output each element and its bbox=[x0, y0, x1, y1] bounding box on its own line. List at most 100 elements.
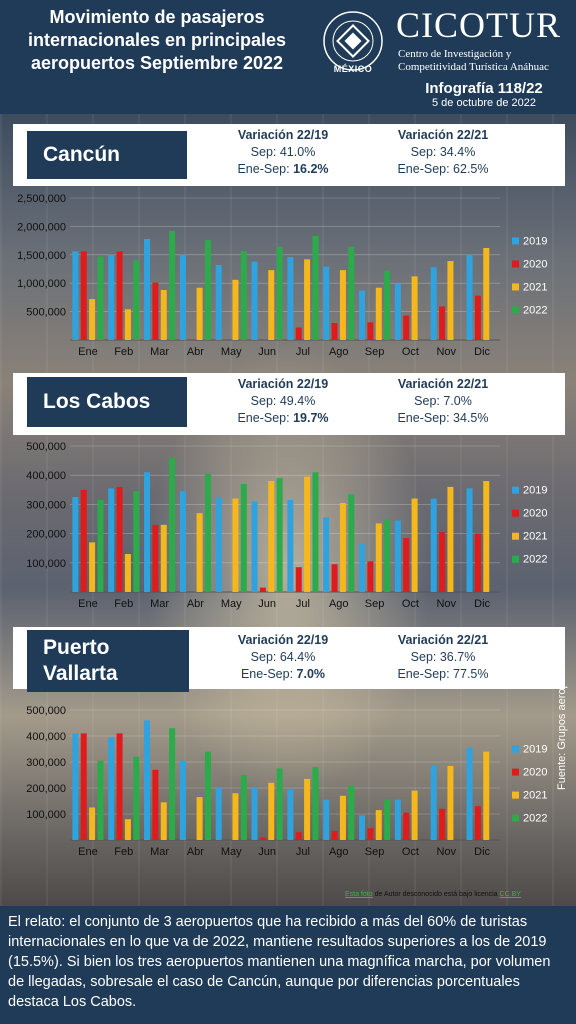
x-tick-label: Dic bbox=[474, 346, 490, 358]
legend-swatch-2019 bbox=[512, 237, 519, 245]
bar-2021-mar bbox=[160, 290, 167, 340]
bar-2019-sep bbox=[359, 543, 366, 592]
bar-2021-jul bbox=[304, 476, 311, 592]
x-tick-label: Dic bbox=[474, 598, 490, 610]
bar-2019-sep bbox=[359, 815, 366, 840]
bar-2020-nov bbox=[439, 808, 446, 840]
bar-2020-nov bbox=[439, 532, 446, 592]
bar-2021-jun bbox=[268, 782, 275, 840]
bar-2022-ago bbox=[348, 246, 355, 340]
bar-2019-dic bbox=[466, 254, 473, 340]
bar-2019-mar bbox=[144, 720, 151, 840]
legend-swatch-2021 bbox=[512, 532, 519, 540]
y-tick-label: 300,000 bbox=[26, 757, 66, 769]
legend-label-2021: 2021 bbox=[523, 281, 547, 293]
bar-2021-oct bbox=[411, 276, 418, 340]
variation-22-21: Variación 22/21 Sep: 7.0% Ene-Sep: 34.5% bbox=[368, 376, 518, 427]
bar-2021-mar bbox=[160, 802, 167, 840]
x-tick-label: Nov bbox=[436, 346, 456, 358]
bar-2021-jul bbox=[304, 259, 311, 340]
bar-2022-mar bbox=[169, 457, 176, 592]
bar-2019-nov bbox=[430, 498, 437, 592]
bar-2021-nov bbox=[447, 261, 454, 340]
bar-chart-svg: 100,000 200,000 300,000 400,000 500,000 Ene Fe… bbox=[26, 441, 547, 610]
bar-2021-may bbox=[232, 498, 239, 592]
university-seal-icon bbox=[323, 11, 383, 71]
bar-2019-mar bbox=[144, 472, 151, 592]
bar-2019-ene bbox=[72, 733, 79, 840]
bar-2022-ago bbox=[348, 494, 355, 592]
bar-2022-abr bbox=[204, 473, 211, 592]
bar-2020-jun bbox=[259, 587, 266, 592]
bar-2022-sep bbox=[384, 519, 391, 592]
bar-2022-jul bbox=[312, 767, 319, 840]
bar-2021-sep bbox=[375, 523, 382, 592]
bar-2019-ago bbox=[323, 799, 330, 840]
x-tick-label: Ene bbox=[78, 598, 98, 610]
ene-sep-value: 16.2% bbox=[293, 162, 329, 176]
legend-swatch-2019 bbox=[512, 486, 519, 494]
bar-2019-ene bbox=[72, 497, 79, 592]
footer-summary: El relato: el conjunto de 3 aeropuertos … bbox=[0, 906, 576, 1024]
legend-label-2020: 2020 bbox=[523, 258, 547, 270]
bar-2022-jun bbox=[276, 478, 283, 592]
bar-2021-jun bbox=[268, 481, 275, 592]
bar-2019-jul bbox=[287, 257, 294, 340]
x-tick-label: Jul bbox=[296, 846, 310, 858]
variation-22-19: Variación 22/19 Sep: 49.4% Ene-Sep: 19.7… bbox=[208, 376, 358, 427]
bar-2020-dic bbox=[474, 533, 481, 592]
variation-header: Variación 22/19 bbox=[237, 377, 329, 391]
variation-sep: Sep: 64.4% bbox=[250, 650, 316, 664]
bar-2022-mar bbox=[169, 728, 176, 840]
x-tick-label: Ago bbox=[329, 846, 349, 858]
brand-logo: CICOTUR bbox=[396, 5, 562, 45]
bar-2019-nov bbox=[430, 267, 437, 340]
bar-2021-jun bbox=[268, 270, 275, 340]
variation-sep: Sep: 7.0% bbox=[414, 394, 472, 408]
legend-swatch-2020 bbox=[512, 260, 519, 268]
y-tick-label: 200,000 bbox=[26, 783, 66, 795]
bar-2020-dic bbox=[474, 295, 481, 340]
bar-2022-feb bbox=[133, 260, 140, 340]
y-tick-label: 1,500,000 bbox=[17, 250, 66, 262]
bar-2019-feb bbox=[108, 737, 115, 840]
legend-label-2019: 2019 bbox=[523, 485, 547, 497]
brand-subtitle-line: Competitividad Turística Anáhuac bbox=[398, 61, 549, 73]
bar-2019-may bbox=[215, 788, 222, 840]
y-tick-label: 500,000 bbox=[26, 441, 66, 453]
y-tick-label: 500,000 bbox=[26, 307, 66, 319]
bar-2022-may bbox=[240, 251, 247, 340]
bar-2019-jun bbox=[251, 261, 258, 340]
bar-2019-may bbox=[215, 497, 222, 592]
bar-2020-sep bbox=[367, 322, 374, 340]
x-tick-label: Ene bbox=[78, 346, 98, 358]
bar-2020-mar bbox=[152, 282, 159, 340]
bar-2021-feb bbox=[124, 309, 131, 340]
bar-2022-abr bbox=[204, 751, 211, 840]
bar-2021-ene bbox=[89, 542, 96, 592]
x-tick-label: Mar bbox=[150, 846, 169, 858]
x-tick-label: Abr bbox=[187, 846, 204, 858]
chart-puerto-vallarta: 100,000 200,000 300,000 400,000 500,000 Ene Fe… bbox=[0, 700, 576, 870]
variation-sep: Sep: 34.4% bbox=[410, 145, 476, 159]
bar-2022-jun bbox=[276, 246, 283, 340]
variation-22-21: Variación 22/21 Sep: 36.7% Ene-Sep: 77.5… bbox=[368, 632, 518, 683]
bar-2020-jul bbox=[295, 832, 302, 840]
legend-label-2019: 2019 bbox=[523, 235, 547, 247]
publication-date: 5 de octubre de 2022 bbox=[432, 97, 536, 109]
bar-2021-sep bbox=[375, 287, 382, 340]
x-tick-label: Oct bbox=[402, 846, 419, 858]
x-tick-label: Abr bbox=[187, 346, 204, 358]
legend-label-2021: 2021 bbox=[523, 790, 547, 802]
photo-license-link[interactable]: CC BY bbox=[499, 891, 521, 898]
bar-2021-may bbox=[232, 279, 239, 340]
photo-credit: Esta foto de Autor desconocido está bajo… bbox=[345, 891, 521, 898]
bar-chart-svg: 500,000 1,000,000 1,500,000 2,000,000 2,500,… bbox=[17, 193, 547, 358]
photo-credit-link[interactable]: Esta foto bbox=[345, 891, 373, 898]
bar-2019-nov bbox=[430, 765, 437, 840]
bar-2020-ene bbox=[80, 489, 87, 592]
ene-sep-value: 7.0% bbox=[296, 667, 326, 681]
bar-2021-nov bbox=[447, 486, 454, 592]
bar-2021-oct bbox=[411, 790, 418, 840]
city-name: Puerto bbox=[43, 636, 110, 659]
